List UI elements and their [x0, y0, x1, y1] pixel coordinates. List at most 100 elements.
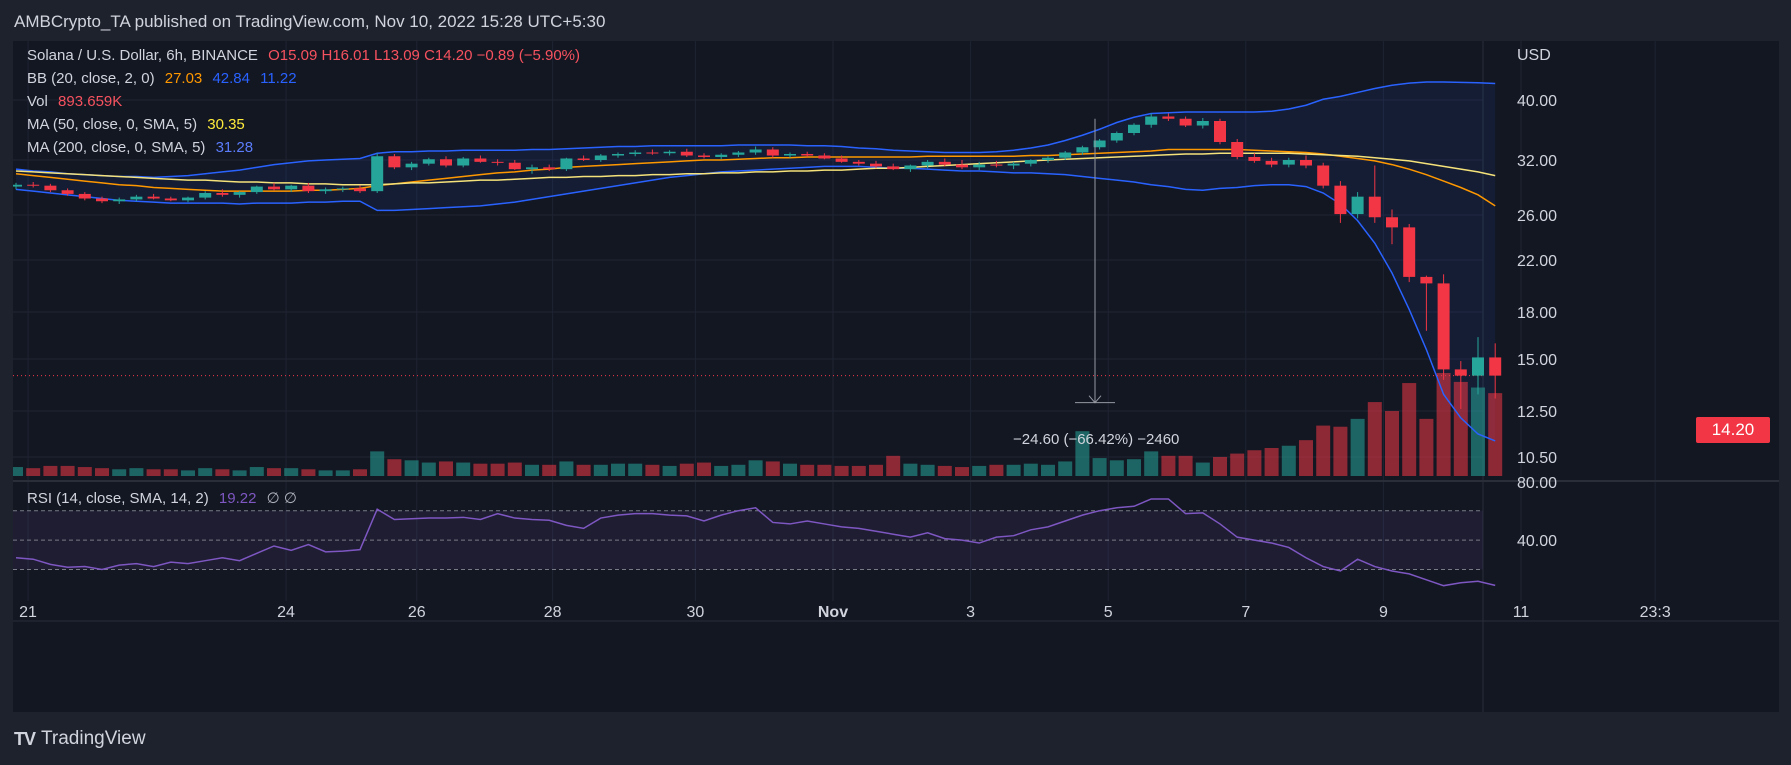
candle-body-68 [1179, 118, 1192, 126]
volume-bar-46 [800, 464, 815, 476]
candle-body-51 [887, 166, 900, 170]
volume-bar-74 [1281, 445, 1296, 476]
candle-body-46 [801, 154, 814, 156]
volume-bar-83 [1436, 372, 1451, 476]
symbol-title[interactable]: Solana / U.S. Dollar, 6h, BINANCE [27, 47, 258, 64]
volume-bar-64 [1109, 460, 1124, 476]
candle-body-53 [921, 161, 934, 166]
ma50-label[interactable]: MA (50, close, 0, SMA, 5) [27, 116, 198, 133]
volume-bar-44 [765, 461, 780, 476]
price-tick-5: 15.00 [1517, 352, 1557, 369]
candle-body-72 [1248, 157, 1261, 161]
price-tick-1: 32.00 [1517, 153, 1557, 170]
volume-bar-82 [1419, 418, 1434, 476]
volume-bar-51 [886, 455, 901, 476]
candle-body-10 [182, 197, 194, 201]
candle-body-49 [852, 161, 865, 164]
volume-bar-5 [95, 468, 109, 476]
candle-body-64 [1110, 133, 1123, 141]
bb-upper-value: 42.84 [212, 70, 250, 87]
legend-bb-row: BB (20, close, 2, 0) 27.03 42.84 11.22 [27, 70, 303, 87]
candle-body-62 [1076, 147, 1089, 153]
chart-frame[interactable]: −24.60 (−66.42%) −2460 USD 40.00 32.00 26.0… [13, 41, 1779, 712]
volume-bar-85 [1471, 387, 1485, 476]
price-tick-0: 40.00 [1517, 93, 1557, 110]
legend-ma50-row: MA (50, close, 0, SMA, 5) 30.35 [27, 116, 251, 133]
candle-body-37 [646, 152, 659, 154]
volume-bar-15 [267, 468, 281, 476]
candle-body-22 [388, 156, 401, 168]
candle-body-2 [44, 185, 57, 191]
volume-bar-84 [1453, 381, 1468, 476]
bb-lower-value: 11.22 [260, 70, 297, 87]
candle-body-14 [250, 186, 263, 193]
volume-bar-65 [1127, 459, 1141, 476]
candles [13, 113, 1502, 409]
rsi-tick-1: 40.00 [1517, 533, 1557, 550]
current-price-tag: 14.20 [1696, 417, 1770, 443]
volume-bar-72 [1247, 450, 1262, 476]
publisher-header: AMBCrypto_TA published on TradingView.co… [14, 12, 606, 31]
candle-body-34 [594, 155, 607, 160]
candle-body-75 [1300, 160, 1312, 166]
candle-body-31 [543, 167, 556, 170]
volume-bar-18 [318, 470, 333, 476]
bb-lower-line [15, 165, 1496, 442]
footer-brand[interactable]: TV TradingView [14, 728, 146, 750]
volume-bar-20 [353, 469, 367, 476]
volume-bar-29 [507, 462, 522, 476]
vol-label[interactable]: Vol [27, 93, 48, 110]
candle-body-70 [1214, 121, 1226, 142]
legend-rsi-row: RSI (14, close, SMA, 14, 2) 19.22 ∅ ∅ [27, 489, 303, 507]
rsi-label[interactable]: RSI (14, close, SMA, 14, 2) [27, 490, 209, 507]
time-tick-0: 21 [19, 604, 37, 621]
volume-bar-71 [1230, 453, 1245, 476]
volume-bar-53 [920, 464, 935, 476]
candle-body-86 [1489, 357, 1502, 376]
candle-body-84 [1454, 369, 1467, 376]
candle-body-20 [354, 188, 366, 192]
volume-bar-7 [129, 468, 144, 476]
candle-body-26 [457, 158, 470, 166]
candle-body-73 [1265, 160, 1278, 165]
volume-bar-78 [1350, 418, 1365, 476]
bb-basis-value: 27.03 [164, 70, 203, 87]
volume-bar-3 [60, 465, 75, 476]
volume-bar-54 [937, 465, 952, 476]
volume-bar-1 [26, 468, 41, 476]
price-chart[interactable]: −24.60 (−66.42%) −2460 USD 40.00 32.00 26.0… [13, 41, 1779, 712]
candle-body-50 [870, 163, 882, 167]
volume-bar-27 [473, 463, 488, 476]
candle-body-42 [732, 152, 745, 155]
candle-body-1 [27, 184, 40, 186]
bollinger-fill [16, 82, 1496, 441]
candle-body-3 [61, 190, 74, 194]
candle-body-66 [1145, 116, 1158, 125]
candle-body-48 [835, 158, 848, 162]
candle-body-27 [474, 158, 487, 162]
volume-bar-14 [249, 467, 264, 476]
volume-bar-77 [1333, 426, 1348, 476]
volume-bar-30 [525, 464, 539, 476]
volume-bar-17 [301, 469, 316, 476]
ma200-line [15, 152, 1496, 186]
legend-vol-row: Vol 893.659K [27, 93, 128, 110]
volume-bar-81 [1402, 383, 1417, 476]
candle-body-59 [1024, 160, 1037, 164]
candle-body-60 [1042, 157, 1054, 160]
candle-body-39 [680, 151, 693, 156]
candle-body-63 [1093, 140, 1106, 148]
rsi-tick-0: 80.00 [1517, 475, 1557, 492]
candle-body-54 [938, 161, 951, 165]
tradingview-logo-icon: TV [14, 728, 36, 749]
volume-bar-28 [490, 463, 505, 476]
volume-bar-13 [232, 470, 247, 476]
volume-bar-76 [1316, 425, 1331, 476]
candle-body-78 [1351, 196, 1364, 215]
ma200-label[interactable]: MA (200, close, 0, SMA, 5) [27, 139, 206, 156]
candle-body-83 [1437, 283, 1450, 370]
bb-label[interactable]: BB (20, close, 2, 0) [27, 70, 155, 87]
volume-bar-73 [1264, 448, 1279, 476]
volume-bar-60 [1041, 464, 1055, 476]
legend-ma200-row: MA (200, close, 0, SMA, 5) 31.28 [27, 139, 259, 156]
